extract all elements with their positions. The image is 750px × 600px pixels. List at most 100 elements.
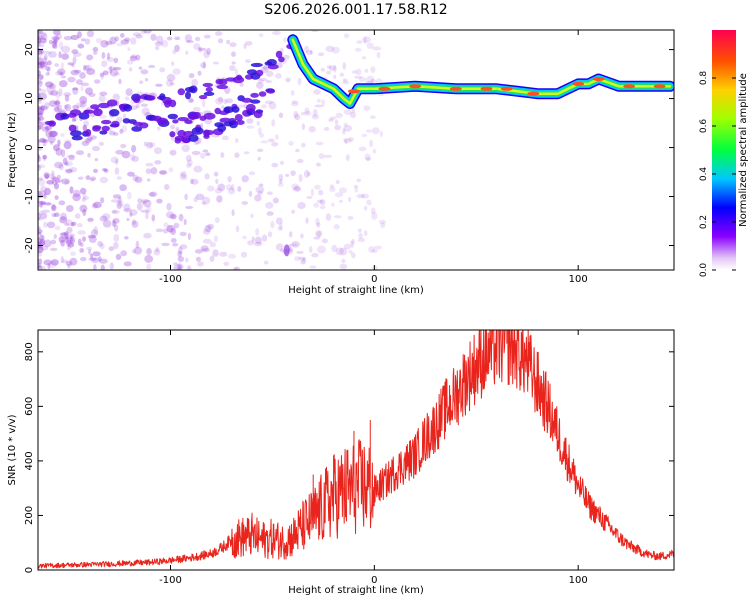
noise-speck bbox=[38, 57, 42, 63]
spectrogram-xlabel: Height of straight line (km) bbox=[288, 285, 424, 296]
noise-speck bbox=[60, 62, 64, 70]
branch-blob bbox=[203, 129, 215, 136]
branch-blob bbox=[219, 117, 232, 123]
y-tick-label: 10 bbox=[24, 92, 35, 105]
noise-speck bbox=[285, 77, 291, 83]
noise-speck bbox=[235, 138, 239, 143]
noise-speck bbox=[316, 98, 321, 103]
noise-speck bbox=[102, 213, 111, 221]
noise-speck bbox=[114, 36, 120, 42]
noise-speck bbox=[123, 261, 132, 267]
noise-speck bbox=[361, 133, 368, 137]
branch-blob bbox=[98, 102, 110, 109]
ridge-hotspot bbox=[592, 77, 605, 81]
noise-speck bbox=[43, 54, 48, 61]
noise-speck bbox=[141, 107, 150, 116]
y-tick-label: 20 bbox=[24, 43, 35, 56]
noise-speck bbox=[123, 208, 132, 213]
noise-speck bbox=[185, 154, 192, 162]
noise-speck bbox=[306, 196, 313, 199]
noise-speck bbox=[112, 93, 121, 102]
noise-speck bbox=[86, 30, 95, 38]
branch-blob bbox=[203, 91, 215, 96]
noise-speck bbox=[38, 147, 43, 151]
noise-speck bbox=[70, 69, 80, 76]
noise-speck bbox=[50, 35, 60, 41]
x-tick-label: 100 bbox=[569, 274, 588, 285]
noise-speck bbox=[101, 168, 108, 172]
noise-speck bbox=[115, 253, 122, 260]
noise-speck bbox=[44, 125, 52, 131]
noise-speck bbox=[171, 61, 175, 66]
branch-blob bbox=[278, 56, 285, 63]
noise-speck bbox=[233, 266, 241, 270]
noise-speck bbox=[243, 43, 247, 49]
noise-speck bbox=[263, 260, 269, 265]
branch-blob bbox=[106, 99, 118, 107]
noise-speck bbox=[82, 236, 86, 242]
branch-blob bbox=[184, 119, 193, 125]
noise-speck bbox=[258, 183, 264, 187]
noise-speck bbox=[318, 153, 325, 160]
noise-speck bbox=[67, 245, 71, 251]
noise-speck bbox=[262, 65, 268, 71]
noise-speck bbox=[102, 219, 112, 228]
x-tick-label: 100 bbox=[569, 575, 588, 586]
noise-speck bbox=[60, 232, 69, 239]
noise-speck bbox=[43, 50, 52, 55]
noise-speck bbox=[354, 186, 359, 193]
noise-speck bbox=[100, 197, 105, 204]
noise-speck bbox=[223, 98, 228, 105]
noise-speck bbox=[38, 237, 42, 245]
noise-speck bbox=[185, 257, 189, 263]
branch-blob bbox=[266, 59, 277, 66]
noise-speck bbox=[172, 49, 177, 55]
noise-speck bbox=[38, 125, 42, 131]
noise-speck bbox=[258, 77, 267, 82]
noise-speck bbox=[345, 154, 350, 162]
noise-speck bbox=[44, 202, 52, 206]
noise-speck bbox=[373, 245, 383, 250]
noise-speck bbox=[80, 242, 84, 248]
branch-blob bbox=[258, 91, 267, 97]
noise-speck bbox=[144, 254, 154, 263]
branch-blob bbox=[231, 106, 240, 113]
noise-speck bbox=[353, 184, 359, 188]
noise-speck bbox=[110, 199, 119, 203]
noise-speck bbox=[45, 130, 53, 138]
noise-speck bbox=[56, 104, 62, 111]
noise-speck bbox=[69, 167, 78, 173]
noise-speck bbox=[127, 47, 131, 52]
noise-speck bbox=[129, 55, 137, 62]
noise-speck bbox=[275, 217, 283, 225]
noise-speck bbox=[40, 61, 46, 70]
noise-speck bbox=[90, 229, 99, 237]
noise-speck bbox=[51, 213, 57, 218]
noise-speck bbox=[38, 177, 43, 181]
noise-speck bbox=[209, 241, 216, 248]
noise-speck bbox=[248, 171, 256, 176]
noise-speck bbox=[348, 250, 353, 254]
noise-speck bbox=[62, 157, 68, 165]
noise-speck bbox=[166, 224, 173, 233]
noise-speck bbox=[309, 49, 313, 55]
noise-speck bbox=[202, 229, 211, 235]
noise-speck bbox=[135, 54, 141, 61]
noise-speck bbox=[98, 258, 108, 264]
noise-speck bbox=[51, 179, 58, 186]
ridge-layer bbox=[44, 34, 674, 257]
noise-speck bbox=[64, 160, 73, 167]
noise-speck bbox=[363, 105, 371, 111]
noise-speck bbox=[47, 263, 51, 270]
noise-speck bbox=[294, 256, 301, 262]
noise-speck bbox=[125, 88, 133, 96]
branch-blob bbox=[70, 130, 82, 137]
noise-speck bbox=[69, 257, 78, 266]
noise-speck bbox=[143, 141, 148, 147]
noise-speck bbox=[121, 125, 128, 133]
noise-speck bbox=[155, 228, 164, 233]
noise-speck bbox=[63, 141, 72, 150]
noise-speck bbox=[275, 72, 282, 79]
noise-speck bbox=[88, 235, 97, 243]
noise-speck bbox=[366, 42, 374, 49]
